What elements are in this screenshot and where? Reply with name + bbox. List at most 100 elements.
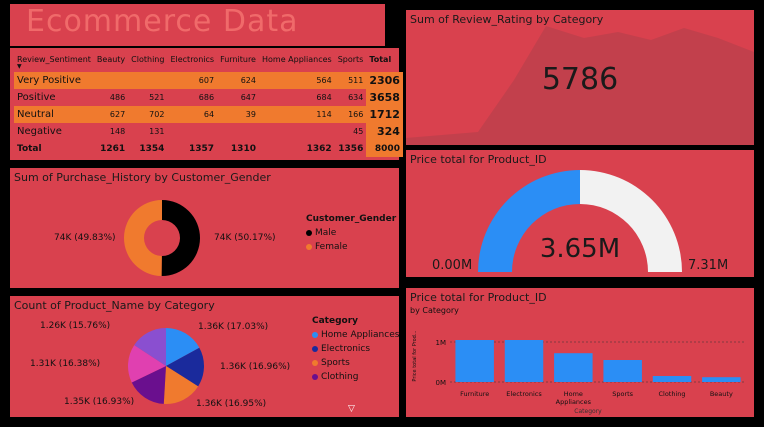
review-area-chart	[406, 26, 754, 145]
table-cell: 1354	[128, 140, 168, 157]
pie-slice-2	[166, 347, 204, 387]
pie-label-3: 1.31K (16.38%)	[30, 359, 101, 369]
table-cell: 624	[217, 72, 259, 89]
table-cell: 686	[167, 89, 218, 106]
legend-item-electronics[interactable]: Electronics	[312, 344, 399, 354]
gauge-fill	[478, 170, 580, 272]
legend-item-sports[interactable]: Sports	[312, 358, 399, 368]
table-row: Very Positive 607 624 564 511 2306	[14, 72, 403, 89]
row-label: Positive	[14, 89, 94, 106]
row-total: 1712	[366, 106, 403, 123]
table-cell: 607	[167, 72, 218, 89]
legend-dot-icon	[312, 332, 318, 338]
table-cell	[217, 123, 259, 140]
matrix-header-furniture[interactable]: Furniture	[220, 55, 256, 64]
legend-dot-icon	[312, 360, 318, 366]
table-cell	[167, 123, 218, 140]
row-total: 324	[366, 123, 403, 140]
category-pie-title: Count of Product_Name by Category	[14, 299, 215, 312]
table-cell: 684	[258, 89, 335, 106]
row-label: Very Positive	[14, 72, 94, 89]
legend-label-female: Female	[315, 242, 348, 252]
gauge-title: Price total for Product_ID	[410, 153, 547, 166]
table-row: Positive 486 521 686 647 684 634 3658	[14, 89, 403, 106]
legend-dot-icon	[312, 374, 318, 380]
category-pie-panel[interactable]: Count of Product_Name by Category 1.26K …	[10, 296, 399, 417]
donut-slice-male	[161, 200, 200, 276]
table-cell: 521	[128, 89, 168, 106]
price-bar-chart: 1M 0M Price total for Prod... Furniture Elec…	[412, 330, 746, 415]
legend-item-female[interactable]: Female	[306, 242, 396, 252]
matrix-header-beauty[interactable]: Beauty	[96, 55, 126, 64]
row-total: 8000	[366, 140, 403, 157]
y-tick-label: 0M	[436, 379, 447, 387]
table-cell: 1362	[258, 140, 335, 157]
table-cell: 511	[334, 72, 367, 89]
gauge-value: 3.65M	[539, 234, 621, 264]
legend-label: Home Appliances	[321, 330, 400, 340]
category-pie-chart	[128, 328, 204, 404]
price-gauge-chart	[478, 170, 682, 272]
bar-sports	[603, 360, 642, 382]
table-cell	[128, 72, 168, 89]
pie-label-2: 1.36K (17.03%)	[198, 322, 269, 332]
scroll-down-icon[interactable]: ▽	[348, 404, 355, 414]
table-cell: 166	[334, 106, 367, 123]
review-card-title: Sum of Review_Rating by Category	[410, 13, 604, 26]
bar-title: Price total for Product_ID	[410, 291, 547, 304]
pie-slice-3	[163, 366, 199, 404]
donut-right-label: 74K (50.17%)	[214, 233, 276, 243]
pie-slice-1	[166, 328, 200, 366]
row-label: Neutral	[14, 106, 94, 123]
table-cell: 1261	[93, 140, 129, 157]
sentiment-matrix: Review_Sentiment ▼ Beauty Clothing Electroni…	[14, 52, 403, 157]
dashboard-title-box: Ecommerce Data	[10, 4, 385, 46]
gauge-track	[580, 170, 682, 272]
bar-electronics	[504, 340, 544, 382]
table-cell	[258, 123, 335, 140]
matrix-header-clothing[interactable]: Clothing	[131, 55, 165, 64]
pie-label-6: 1.36K (16.95%)	[196, 399, 267, 409]
bar-clothing	[652, 376, 692, 382]
sentiment-matrix-panel: Review_Sentiment ▼ Beauty Clothing Electroni…	[10, 48, 403, 160]
gender-donut-panel[interactable]: Sum of Purchase_History by Customer_Gend…	[10, 168, 399, 288]
pie-label-1: 1.26K (15.76%)	[40, 321, 111, 331]
pie-slice-6	[134, 328, 166, 366]
sort-down-icon[interactable]: ▼	[17, 63, 22, 70]
x-tick-label: Electronics	[506, 390, 542, 398]
table-cell: 647	[217, 89, 259, 106]
matrix-header-total[interactable]: Total	[369, 55, 392, 64]
review-rating-value: 5786	[541, 62, 619, 97]
legend-item-clothing[interactable]: Clothing	[312, 372, 399, 382]
legend-label: Electronics	[321, 344, 371, 354]
legend-item-home-appliances[interactable]: Home Appliances	[312, 330, 399, 340]
table-cell: 1357	[167, 140, 218, 157]
x-tick-label: Home	[564, 390, 583, 398]
gender-legend: Customer_Gender Male Female	[306, 214, 396, 252]
legend-dot-icon	[312, 346, 318, 352]
gauge-min: 0.00M	[432, 258, 473, 273]
matrix-header-home-appliances[interactable]: Home Appliances	[261, 55, 332, 64]
row-total: 2306	[366, 72, 403, 89]
matrix-header-sentiment[interactable]: Review_Sentiment ▼	[17, 55, 91, 70]
table-cell: 148	[93, 123, 129, 140]
matrix-header-electronics[interactable]: Electronics	[170, 55, 215, 64]
table-cell	[93, 72, 129, 89]
table-cell: 45	[334, 123, 367, 140]
x-tick-label: Clothing	[658, 390, 685, 398]
gender-donut-chart	[123, 200, 200, 276]
male-dot-icon	[306, 230, 312, 236]
y-tick-label: 1M	[436, 339, 447, 347]
table-cell: 627	[93, 106, 129, 123]
pie-label-5: 1.35K (16.93%)	[64, 397, 135, 407]
pie-slice-5	[128, 345, 166, 383]
price-bar-panel[interactable]: Price total for Product_ID by Category 1…	[406, 288, 754, 417]
price-gauge-panel[interactable]: Price total for Product_ID 3.65M 0.00M 7…	[406, 150, 754, 277]
matrix-header-sports[interactable]: Sports	[337, 55, 364, 64]
table-row: Negative 148 131 45 324	[14, 123, 403, 140]
review-rating-card[interactable]: Sum of Review_Rating by Category 5786	[406, 10, 754, 145]
donut-slice-female	[123, 200, 162, 276]
table-cell: 64	[167, 106, 218, 123]
dashboard-title: Ecommerce Data	[26, 4, 299, 39]
legend-item-male[interactable]: Male	[306, 228, 396, 238]
